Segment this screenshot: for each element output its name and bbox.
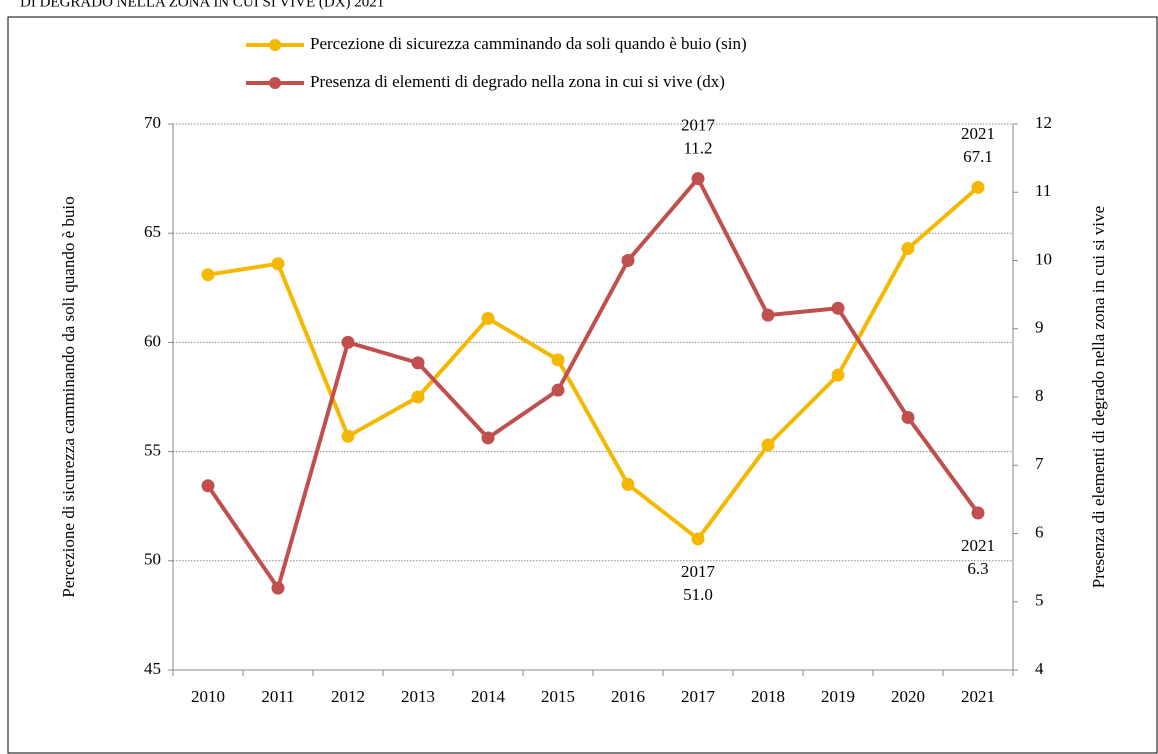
point <box>411 356 425 370</box>
y2-tick-label: 9 <box>1035 318 1044 337</box>
y-axis-title: Percezione di sicurezza camminando da so… <box>59 196 78 597</box>
y-tick-label: 70 <box>144 113 161 132</box>
x-tick-label: 2012 <box>331 687 365 706</box>
point <box>481 311 495 325</box>
x-tick-label: 2011 <box>261 687 294 706</box>
point <box>901 410 915 424</box>
legend-marker <box>269 39 281 51</box>
point <box>831 301 845 315</box>
x-tick-label: 2015 <box>541 687 575 706</box>
legend-marker <box>269 77 281 89</box>
point <box>551 383 565 397</box>
legend-label: Percezione di sicurezza camminando da so… <box>310 34 747 53</box>
x-tick-label: 2019 <box>821 687 855 706</box>
series-line <box>206 175 980 593</box>
y2-tick-label: 7 <box>1035 454 1044 473</box>
chart-title: DI DEGRADO NELLA ZONA IN CUI SI VIVE (DX… <box>20 0 384 10</box>
data-label: 51.0 <box>683 585 713 604</box>
y-tick-label: 55 <box>144 441 161 460</box>
x-tick-label: 2021 <box>961 687 995 706</box>
label-category: 2017 <box>681 562 716 581</box>
x-tick-label: 2010 <box>191 687 225 706</box>
point <box>271 581 285 595</box>
point <box>621 254 635 267</box>
label-category: 2021 <box>961 124 995 143</box>
point <box>341 429 355 443</box>
legend-label: Presenza di elementi di degrado nella zo… <box>310 72 725 91</box>
y-tick-label: 65 <box>144 222 161 241</box>
point <box>481 431 495 445</box>
point <box>761 438 775 452</box>
series-line <box>207 185 980 542</box>
y-tick-label: 45 <box>144 659 161 678</box>
x-tick-label: 2020 <box>891 687 925 706</box>
data-label: 6.3 <box>967 559 988 578</box>
point <box>831 368 845 382</box>
point <box>901 241 915 255</box>
y2-tick-label: 12 <box>1035 113 1052 132</box>
x-tick-label: 2017 <box>681 687 716 706</box>
data-label: 11.2 <box>683 139 712 158</box>
point <box>691 532 705 546</box>
y2-tick-label: 11 <box>1035 181 1051 200</box>
point <box>971 506 985 520</box>
x-tick-label: 2013 <box>401 687 435 706</box>
y2-tick-label: 5 <box>1035 591 1044 610</box>
y2-tick-label: 8 <box>1035 386 1044 405</box>
y2-tick-label: 4 <box>1035 659 1044 678</box>
point <box>341 335 355 349</box>
y2-tick-label: 10 <box>1035 249 1052 268</box>
y2-axis-title: Presenza di elementi di degrado nella zo… <box>1089 206 1108 588</box>
x-tick-label: 2016 <box>611 687 645 706</box>
data-label: 67.1 <box>963 147 993 166</box>
point <box>201 479 215 493</box>
point <box>761 308 775 322</box>
x-tick-label: 2018 <box>751 687 785 706</box>
x-tick-label: 2014 <box>471 687 506 706</box>
y2-tick-label: 6 <box>1035 522 1044 541</box>
label-category: 2017 <box>681 116 716 135</box>
label-category: 2021 <box>961 536 995 555</box>
point <box>621 477 635 491</box>
point <box>971 180 985 194</box>
y-tick-label: 60 <box>144 331 161 350</box>
y-tick-label: 50 <box>144 550 161 569</box>
point <box>201 268 215 282</box>
chart-border <box>7 16 1158 754</box>
point <box>411 390 425 404</box>
point <box>271 257 285 271</box>
point <box>691 172 705 186</box>
point <box>551 353 565 367</box>
